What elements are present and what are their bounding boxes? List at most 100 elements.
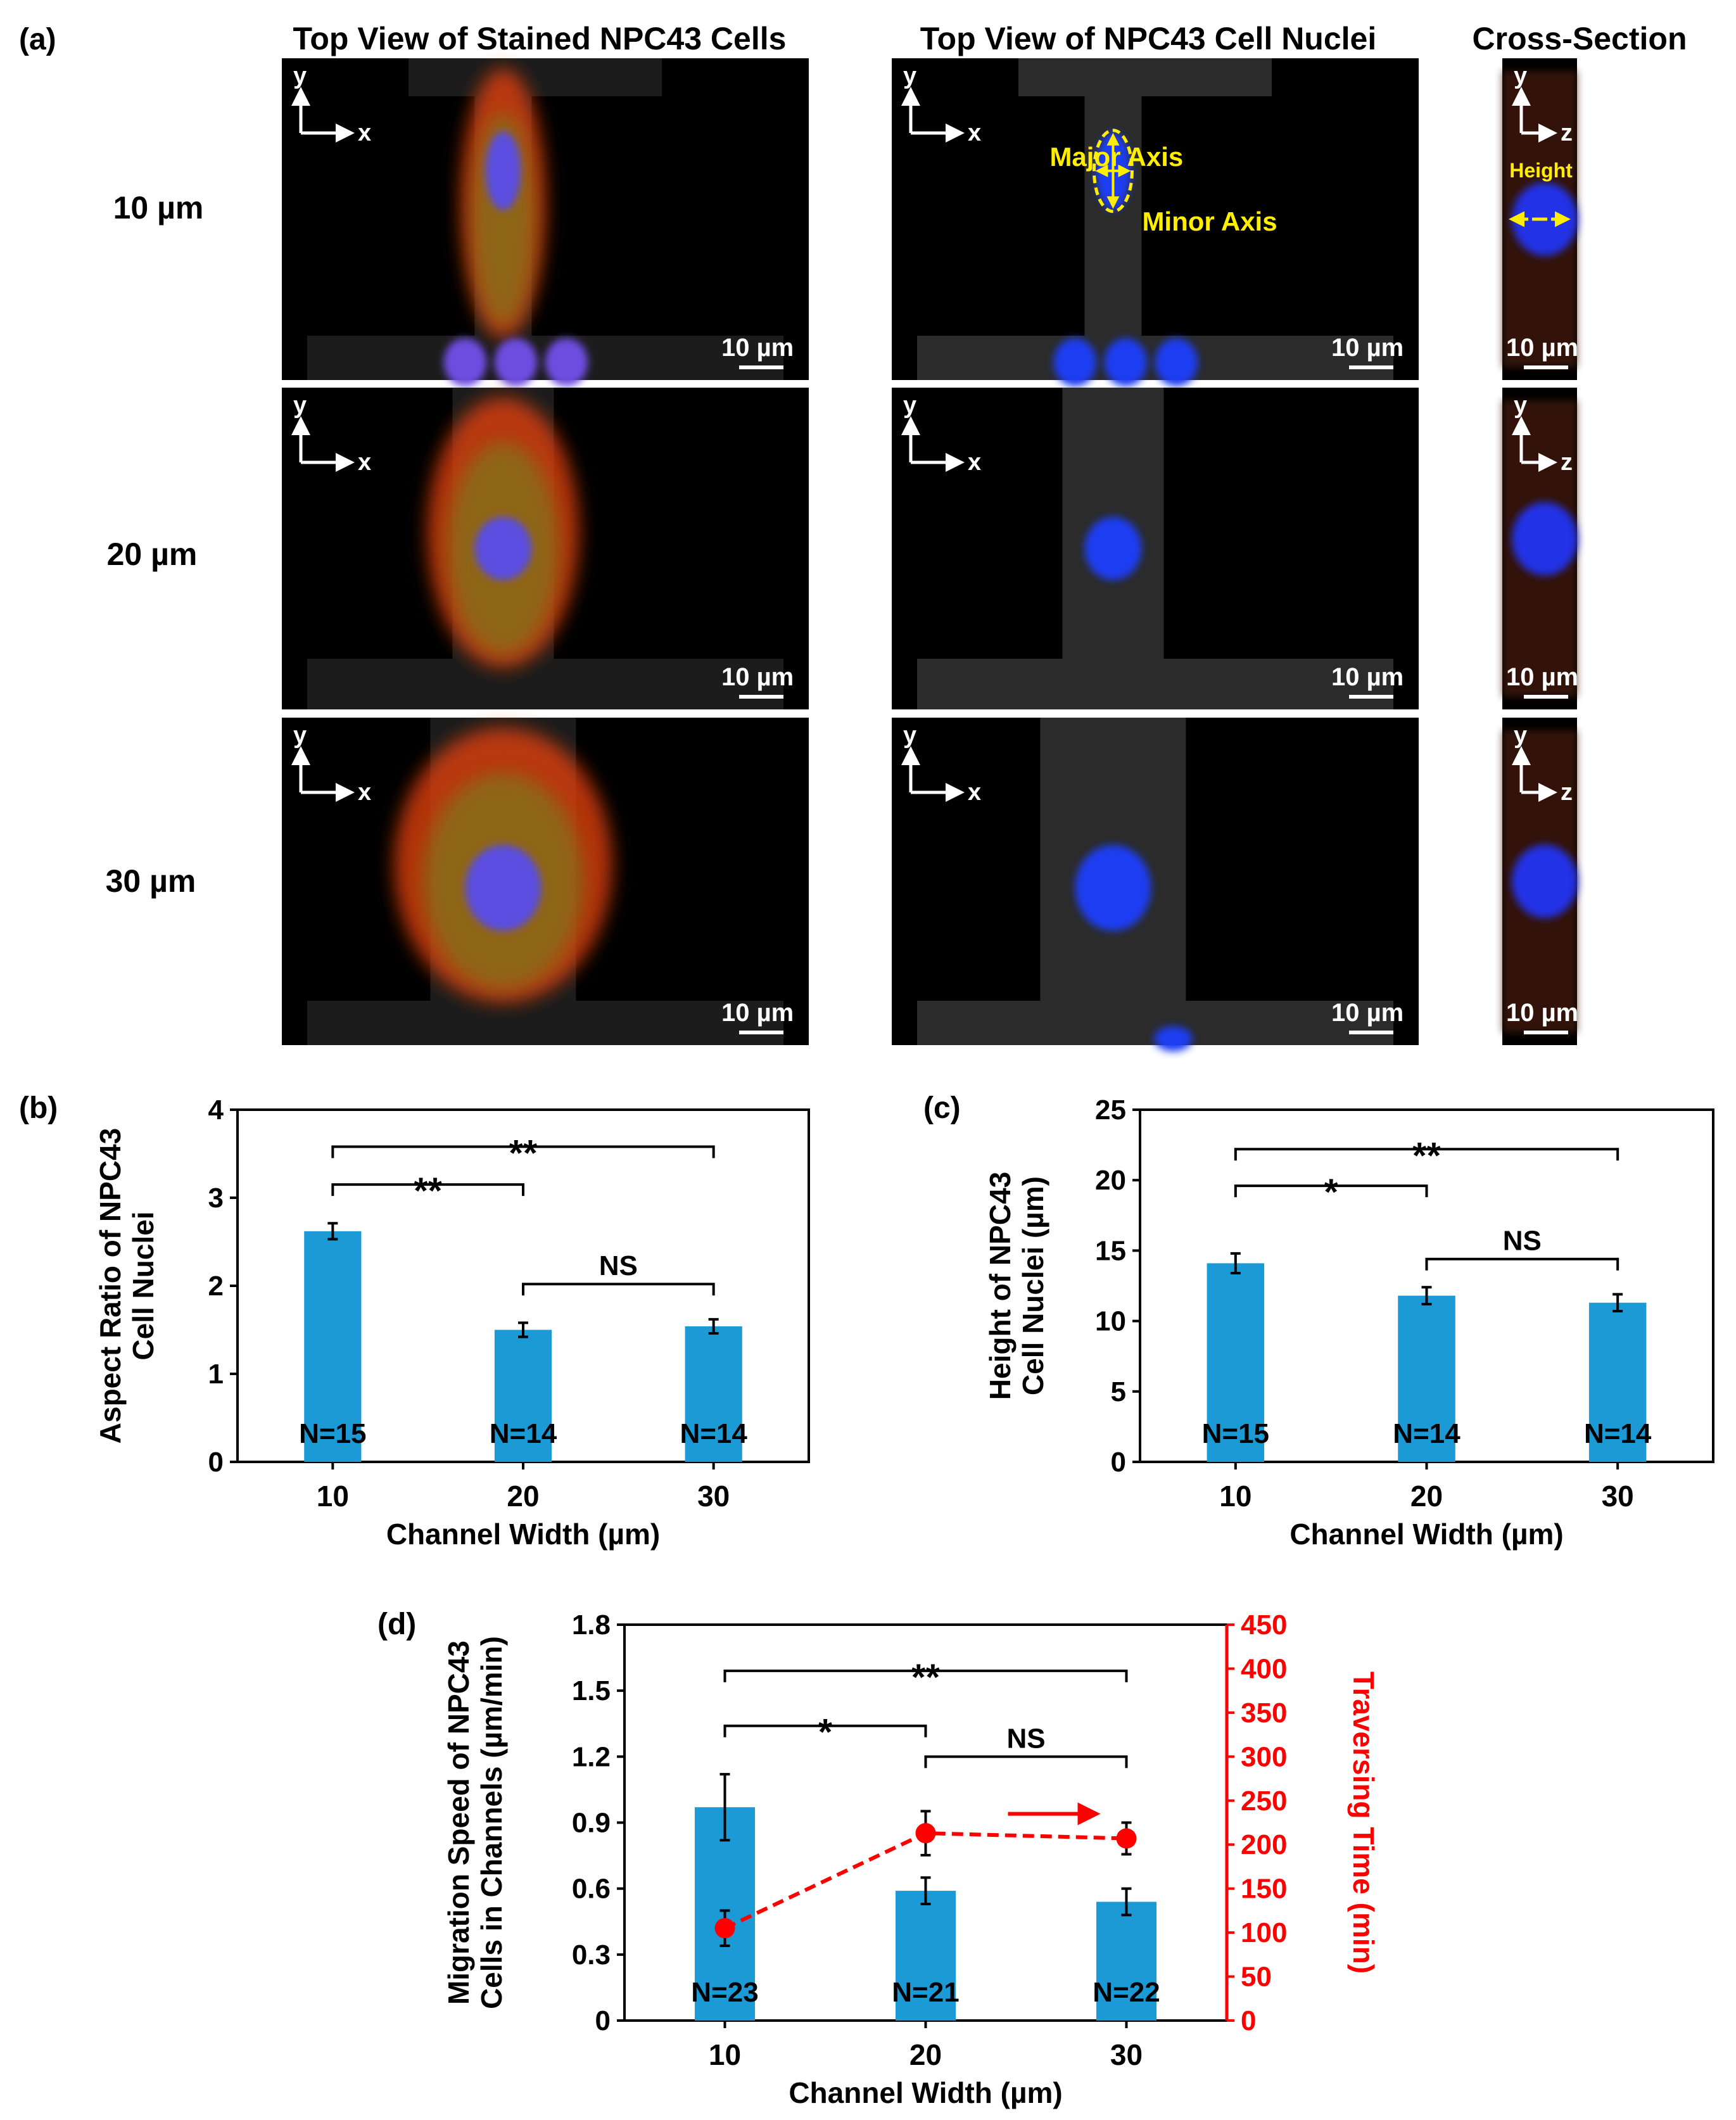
n-label: N=15 (1202, 1418, 1269, 1449)
y-axis-label: Height of NPC43 (984, 1172, 1017, 1400)
channel-bar (917, 659, 1393, 709)
bar (1398, 1295, 1455, 1462)
row-label-10um: 10 µm (113, 190, 204, 225)
image-nuclei-row1: Major Axis Minor Axis y x 10 µm (892, 58, 1419, 386)
channel-bar (307, 336, 783, 380)
channel-top (1018, 58, 1272, 96)
column-title-cross-section: Cross-Section (1473, 21, 1687, 56)
axis-z-label: z (1561, 779, 1573, 806)
axis-x-label: x (968, 449, 981, 476)
significance-bracket (331, 1145, 715, 1158)
image-nuclei-row2: y x 10 µm (892, 388, 1419, 709)
significance-label: ** (911, 1657, 941, 1698)
axis-y-label: y (293, 722, 307, 749)
major-minor-outline (1092, 129, 1134, 213)
n-label: N=23 (691, 1977, 758, 2008)
x-tick-label: 20 (507, 1480, 539, 1513)
column-title-nuclei: Top View of NPC43 Cell Nuclei (920, 21, 1377, 56)
scale-bar-label: 10 µm (1506, 999, 1578, 1027)
y2-tick-label: 250 (1241, 1786, 1287, 1817)
y2-axis-label: Traversing Time (min) (1347, 1672, 1380, 1974)
axis-z-label: z (1561, 449, 1573, 476)
y-tick-label: 0 (595, 2005, 611, 2036)
bar (1096, 1901, 1157, 2021)
y2-tick-label: 450 (1241, 1609, 1287, 1641)
y-tick-label: 0 (1111, 1447, 1126, 1478)
label-minor-axis: Minor Axis (1142, 206, 1277, 236)
y-tick-label: 25 (1095, 1095, 1126, 1126)
significance-bracket (1234, 1184, 1428, 1198)
label-major-axis: Major Axis (1049, 142, 1183, 172)
image-background (892, 58, 1419, 380)
n-label: N=15 (299, 1418, 366, 1449)
axis-y-label: y (903, 63, 916, 89)
nucleus (485, 131, 521, 210)
significance-label: ** (1412, 1135, 1441, 1176)
significance-bracket (1425, 1257, 1619, 1271)
n-label: N=14 (490, 1418, 557, 1449)
axis-x-label: x (358, 779, 371, 806)
image-cross-row2: y z 10 µm (1502, 388, 1578, 709)
y-tick-label: 10 (1095, 1306, 1126, 1337)
n-label: N=22 (1093, 1977, 1160, 2008)
image-stained-row3: y x 10 µm (282, 718, 809, 1045)
chart-nuclei-height: 0510152025N=1510N=1420N=1430***NSChannel… (984, 1095, 1714, 1551)
y-axis-label: Migration Speed of NPC43 (442, 1641, 475, 2005)
neighbor-nucleus (1155, 338, 1198, 386)
cross-section-nucleus (1512, 502, 1578, 576)
y-tick-label: 1 (208, 1359, 224, 1390)
significance-bracket (924, 1755, 1128, 1768)
significance-label: ** (509, 1133, 538, 1174)
neighbor-nucleus (545, 338, 588, 386)
y2-tick-label: 150 (1241, 1874, 1287, 1905)
image-cross-row3: y z 10 µm (1502, 718, 1578, 1045)
y-tick-label: 0.6 (572, 1874, 611, 1905)
n-label: N=14 (1393, 1418, 1460, 1449)
significance-bracket (331, 1183, 524, 1196)
significance-label: NS (599, 1250, 638, 1281)
scale-bar-label: 10 µm (1506, 334, 1578, 362)
x-tick-label: 20 (1410, 1480, 1443, 1513)
significance-bracket (1234, 1148, 1619, 1161)
y-tick-label: 20 (1095, 1165, 1126, 1196)
neighbor-nucleus (443, 338, 487, 386)
axis-y-label: y (293, 63, 307, 89)
neighbor-nucleus (494, 338, 538, 386)
y-axis-label: Aspect Ratio of NPC43 (94, 1128, 127, 1444)
row-label-30um: 30 µm (106, 863, 196, 899)
scale-bar-label: 10 µm (1331, 999, 1403, 1027)
scale-bar-label: 10 µm (721, 663, 794, 691)
bar (494, 1330, 552, 1462)
y-tick-label: 5 (1111, 1376, 1126, 1407)
y-tick-label: 1.8 (572, 1609, 611, 1641)
y-tick-label: 1.2 (572, 1741, 611, 1772)
channel-bar (307, 659, 783, 709)
bar (685, 1326, 742, 1462)
panel-letter-c: (c) (923, 1091, 961, 1125)
y-tick-label: 2 (208, 1271, 224, 1302)
axis-x-label: x (968, 120, 981, 146)
x-axis-label: Channel Width (µm) (1289, 1518, 1563, 1551)
neighbor-nucleus (1154, 1026, 1193, 1051)
panel-letter-d: (d) (377, 1608, 416, 1641)
y-tick-label: 0 (208, 1447, 224, 1478)
x-tick-label: 30 (1602, 1480, 1634, 1513)
cross-section-nucleus (1512, 844, 1578, 918)
channel-top (409, 58, 662, 96)
row-label-20um: 20 µm (107, 536, 198, 572)
significance-bracket (723, 1669, 1128, 1682)
channel-bar (917, 336, 1393, 380)
x-tick-label: 20 (909, 2038, 942, 2071)
scale-bar-label: 10 µm (1331, 663, 1403, 691)
significance-label: ** (414, 1171, 443, 1212)
axis-y-label: y (903, 722, 916, 749)
y-tick-label: 0.9 (572, 1808, 611, 1839)
axis-y-label: y (1514, 722, 1527, 749)
channel-stem (1084, 58, 1142, 380)
significance-bracket (522, 1283, 715, 1296)
x-tick-label: 10 (1219, 1480, 1251, 1513)
y-tick-label: 15 (1095, 1235, 1126, 1266)
y2-tick-label: 200 (1241, 1829, 1287, 1860)
x-tick-label: 10 (709, 2038, 741, 2071)
